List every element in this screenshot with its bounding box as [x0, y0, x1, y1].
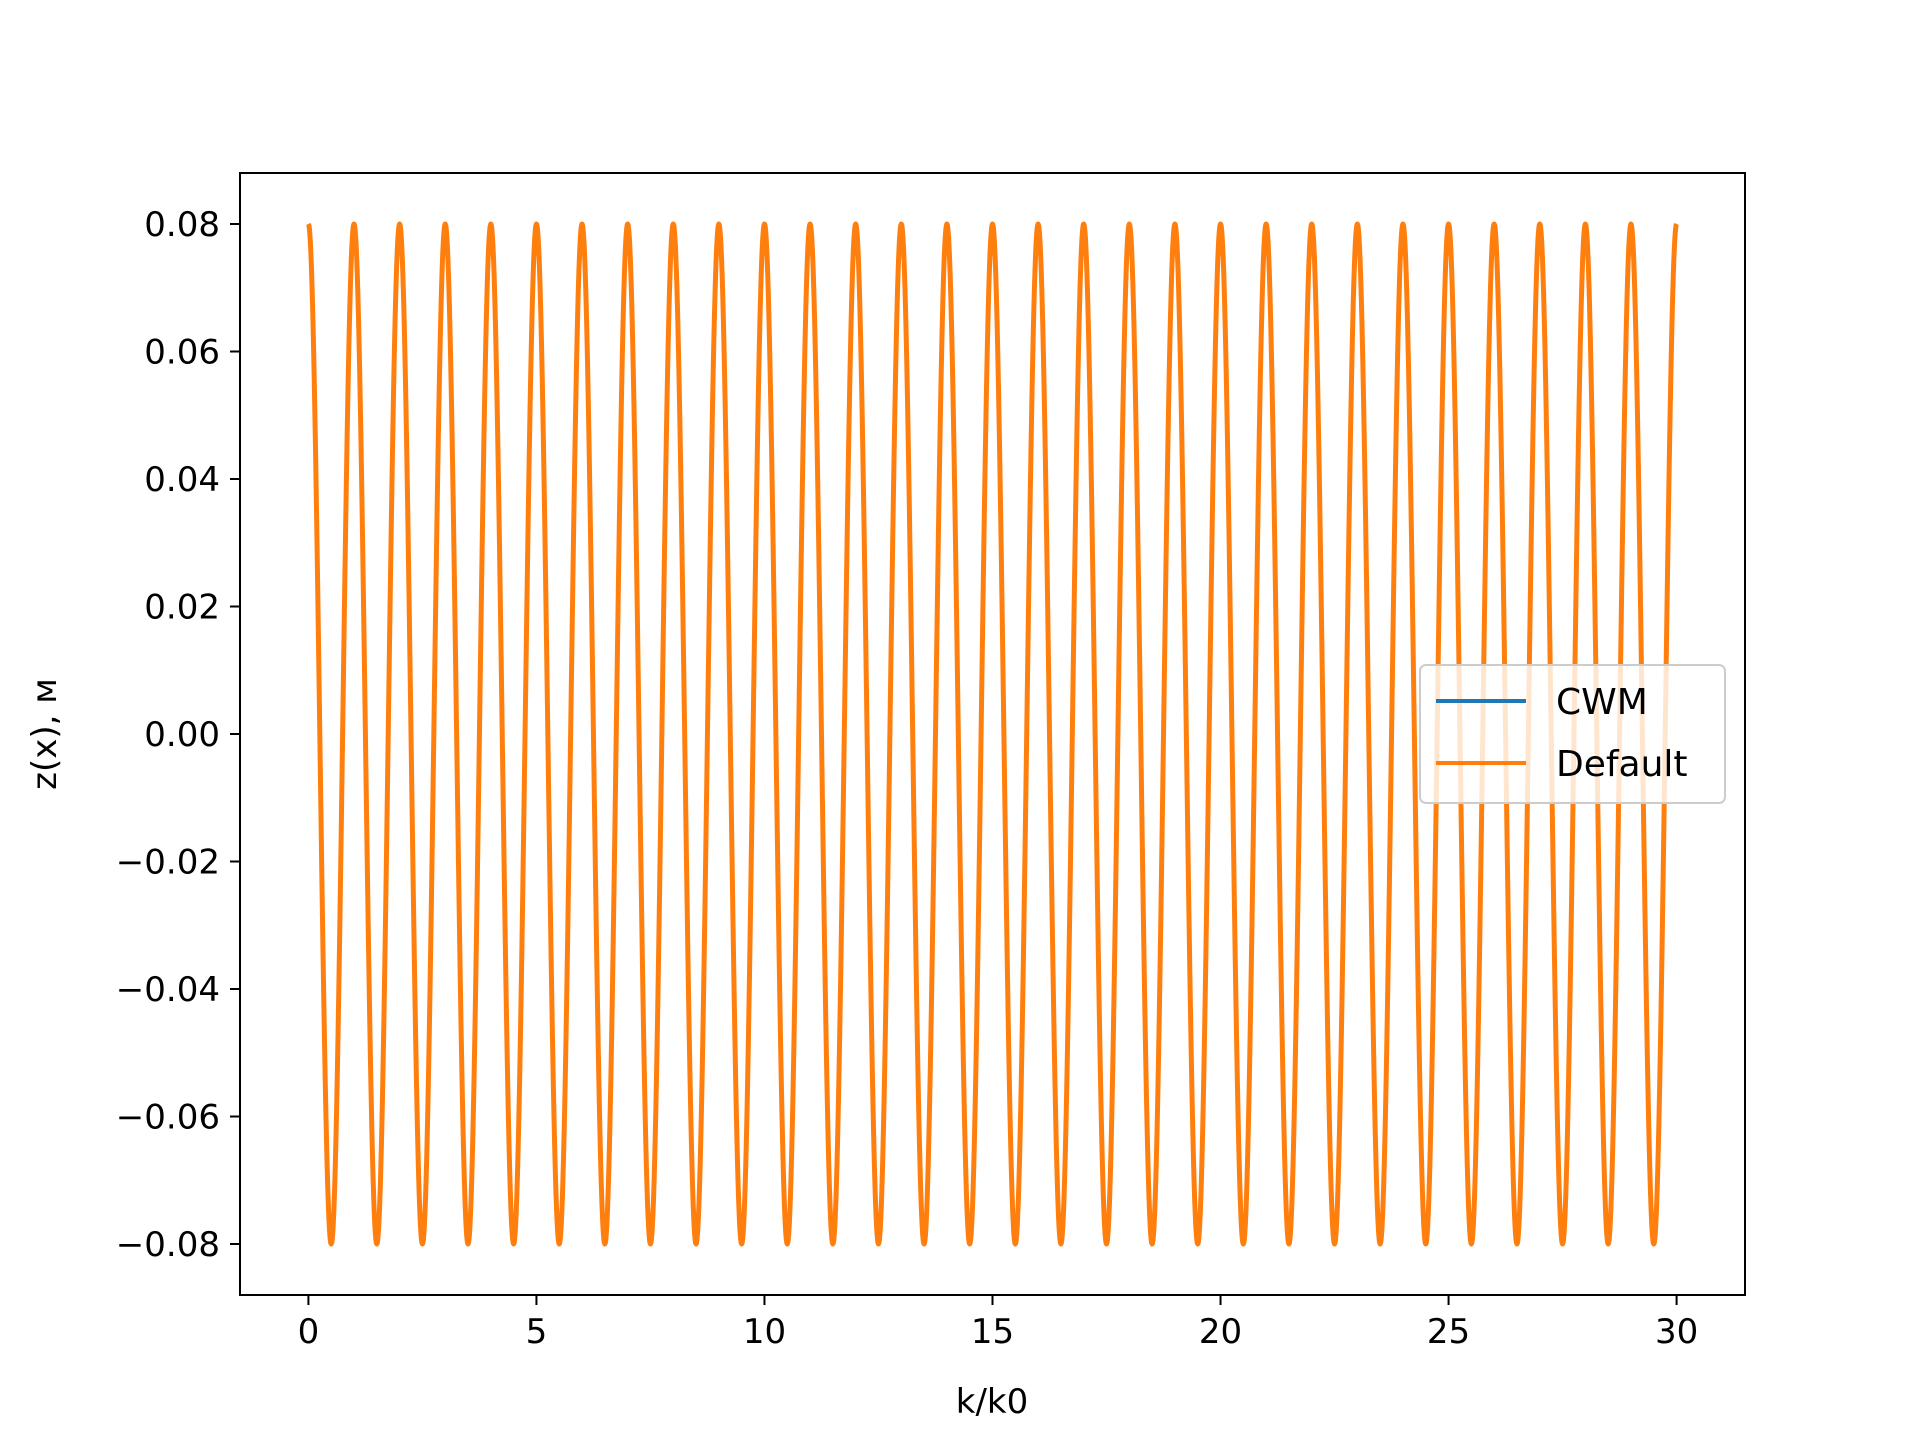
x-tick-label: 20 [1199, 1312, 1242, 1352]
x-tick-label: 30 [1655, 1312, 1698, 1352]
y-axis: 0.08 0.06 0.04 0.02 0.00 −0.02 −0.04 −0.06 −0.08 [116, 205, 240, 1265]
y-tick-label: −0.08 [116, 1225, 220, 1265]
x-axis-label: k/k0 [956, 1382, 1028, 1422]
y-tick-label: 0.06 [144, 333, 220, 373]
y-tick-label: 0.04 [144, 460, 220, 500]
y-tick-label: −0.02 [116, 843, 220, 883]
x-tick-label: 25 [1427, 1312, 1470, 1352]
x-tick-label: 5 [526, 1312, 548, 1352]
y-tick-label: −0.06 [116, 1098, 220, 1138]
legend: CWM Default [1419, 664, 1726, 804]
legend-label-cwm: CWM [1556, 682, 1648, 723]
x-tick-label: 10 [743, 1312, 786, 1352]
series-line-default [306, 221, 1679, 1247]
x-axis: 0 5 10 15 20 25 30 [298, 1295, 1698, 1352]
y-axis-label: z(x), м [25, 678, 65, 790]
y-tick-label: 0.08 [144, 205, 220, 245]
series-layer [306, 221, 1679, 1247]
legend-label-default: Default [1556, 744, 1688, 785]
x-tick-label: 15 [971, 1312, 1014, 1352]
y-tick-label: 0.02 [144, 588, 220, 628]
y-tick-label: 0.00 [144, 715, 220, 755]
x-tick-label: 0 [298, 1312, 320, 1352]
y-tick-label: −0.04 [116, 970, 220, 1010]
